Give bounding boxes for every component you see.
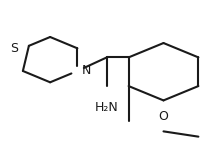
Text: O: O [158,110,169,123]
Text: S: S [10,42,19,55]
Text: H₂N: H₂N [95,101,119,114]
Text: N: N [82,64,91,77]
